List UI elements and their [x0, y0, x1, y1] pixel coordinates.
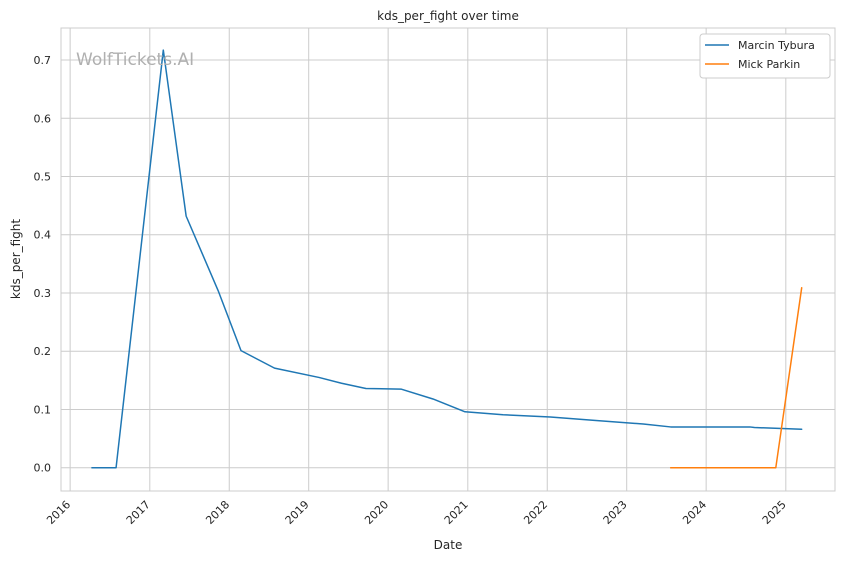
y-tick-label: 0.7: [34, 54, 52, 67]
plot-frame: [60, 27, 836, 492]
series-line-mick-parkin: [669, 287, 803, 469]
y-tick-label: 0.6: [34, 112, 52, 125]
legend-label-mick-parkin: Mick Parkin: [738, 58, 800, 71]
y-axis-label: kds_per_fight: [9, 219, 23, 300]
y-tick-label: 0.3: [34, 287, 52, 300]
legend-label-marcin-tybura: Marcin Tybura: [738, 39, 815, 52]
chart-title: kds_per_fight over time: [377, 9, 519, 23]
y-tick-label: 0.2: [34, 345, 52, 358]
legend-box: [699, 33, 831, 79]
series-line-marcin-tybura: [91, 49, 803, 469]
y-tick-label: 0.5: [34, 171, 52, 184]
series-lines: [91, 49, 803, 469]
watermark-text: WolfTickets.AI: [76, 50, 194, 70]
y-tick-label: 0.1: [34, 403, 52, 416]
grid: [61, 28, 835, 491]
legend: Marcin Tybura Mick Parkin: [699, 33, 831, 79]
y-tick-label: 0.0: [34, 462, 52, 475]
y-tick-labels: 0.0 0.1 0.2 0.3 0.4 0.5 0.6 0.7: [34, 54, 52, 475]
y-tick-label: 0.4: [34, 229, 52, 242]
x-axis-label: Date: [434, 538, 463, 552]
